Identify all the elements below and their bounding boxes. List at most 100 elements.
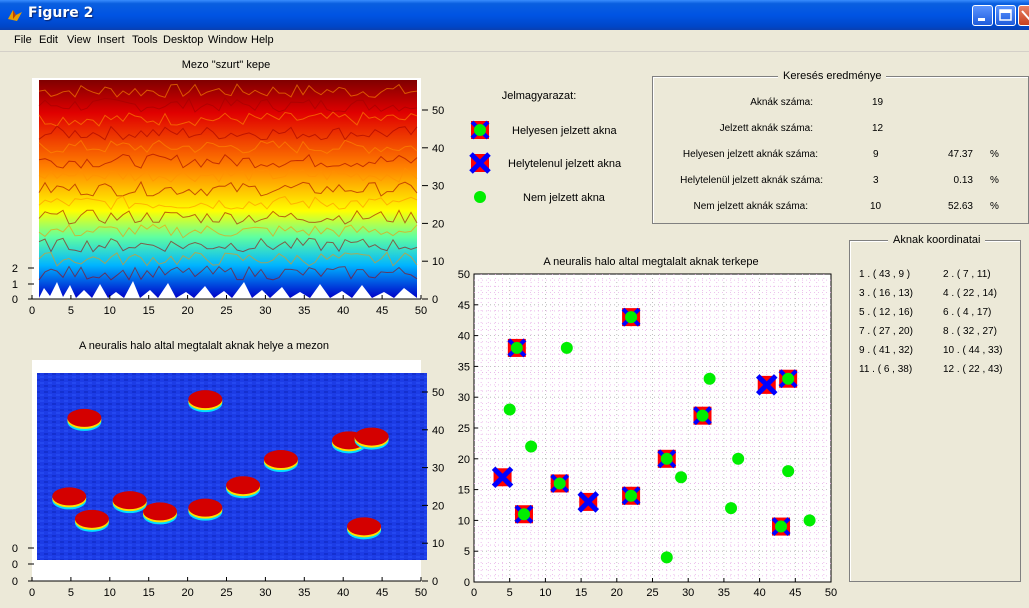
results-row-0-label: Aknák száma: (750, 97, 813, 108)
terrain-ridge-line (38, 209, 418, 225)
scatter-ytick-label: 20 (458, 454, 470, 466)
correct-marker-dot (517, 508, 530, 521)
field-ytick-left-1: 0 (12, 559, 18, 571)
scatter-axes: A neuralis halo altal megtalalt aknak te… (458, 256, 837, 599)
terrain-ridge-line (38, 251, 418, 267)
wrong-marker-x2 (491, 466, 514, 489)
legend-correct-marker (470, 120, 490, 140)
menu-file[interactable]: File (14, 34, 32, 46)
correct-marker-dot (510, 341, 523, 354)
correct-marker-dot (775, 520, 788, 533)
close-button[interactable] (1018, 5, 1029, 26)
results-row-1-label: Jelzett aknák száma: (719, 123, 813, 134)
scatter-ytick-label: 45 (458, 300, 470, 312)
terrain-left-ticks: 0 1 2 (12, 263, 34, 306)
results-panel: Keresés eredménye Aknák száma: 19 Jelzet… (652, 70, 1029, 224)
coord-item: 5 . ( 12 , 16) (859, 307, 913, 318)
unmarked-marker-dot (660, 551, 673, 564)
terrain-title: Mezo "szurt" kepe (182, 59, 271, 71)
terrain-ridge-line (38, 265, 418, 281)
scatter-xtick-label: 15 (575, 587, 587, 599)
terrain-ytick-label: 50 (432, 105, 444, 117)
menu-tools[interactable]: Tools (132, 34, 158, 46)
field-blob-top (263, 450, 298, 469)
scatter-xtick-label: 10 (539, 587, 551, 599)
scatter-xtick-label: 45 (789, 587, 801, 599)
coord-item: 6 . ( 4 , 17) (943, 307, 992, 318)
field-xtick-label: 30 (259, 587, 271, 599)
terrain-ridge-line (38, 223, 418, 239)
title-bar: Figure 2 (0, 0, 1029, 30)
scatter-xtick-label: 5 (507, 587, 513, 599)
minimize-icon (978, 18, 985, 21)
terrain-xtick-label: 45 (376, 305, 388, 317)
scatter-plot-bg (473, 273, 832, 583)
scatter-xtick-label: 50 (825, 587, 837, 599)
field-blobs (52, 390, 389, 540)
field-blob-top (354, 427, 389, 446)
scatter-ytick-label: 25 (458, 423, 470, 435)
window-title: Figure 2 (28, 5, 94, 21)
menu-window[interactable]: Window (208, 34, 248, 46)
unmarked-marker-dot (675, 471, 688, 484)
scatter-ytick-label: 15 (458, 485, 470, 497)
terrain-ridge-line (38, 237, 418, 253)
coord-item: 2 . ( 7 , 11) (943, 269, 991, 280)
maximize-button[interactable] (995, 5, 1016, 26)
terrain-ytick-left-1: 1 (12, 279, 18, 291)
field-blob-top (226, 476, 261, 495)
scatter-xtick-label: 25 (646, 587, 658, 599)
menu-view[interactable]: View (67, 34, 91, 46)
coords-panel: Aknak koordinatai 1 . ( 43 , 9 ) 2 . ( 7 … (849, 234, 1021, 582)
terrain-xtick-label: 15 (143, 305, 155, 317)
results-title: Keresés eredménye (778, 70, 887, 82)
unmarked-marker-dot (525, 440, 538, 453)
terrain-ytick-label: 40 (432, 143, 444, 155)
minimize-button[interactable] (972, 5, 993, 26)
menu-insert[interactable]: Insert (97, 34, 125, 46)
correct-marker-dot (782, 372, 795, 385)
terrain-xtick-label: 20 (181, 305, 193, 317)
close-icon (1021, 10, 1029, 21)
scatter-ytick-label: 0 (464, 577, 470, 589)
terrain-x-ticks: 0 5 10 15 20 25 30 35 40 45 50 (29, 295, 427, 317)
terrain-ridge-line (38, 167, 418, 183)
scatter-ytick-label: 50 (458, 269, 470, 281)
scatter-ytick-label: 30 (458, 392, 470, 404)
terrain-ytick-label: 0 (432, 294, 438, 306)
results-row-2-value: 9 (873, 149, 879, 160)
coord-item: 9 . ( 41 , 32) (859, 345, 913, 356)
terrain-ytick-label: 10 (432, 256, 444, 268)
terrain-ridge-line (38, 139, 418, 155)
results-row-4-value: 10 (870, 201, 882, 212)
field-blob-top (188, 390, 223, 409)
menu-help[interactable]: Help (251, 34, 274, 46)
legend-unmarked-label: Nem jelzett akna (523, 192, 606, 204)
results-row-2-pct: 47.37 (947, 149, 973, 160)
field-axes: A neuralis halo altal megtalalt aknak he… (12, 340, 444, 599)
terrain-xtick-label: 30 (259, 305, 271, 317)
field-ytick-label: 0 (432, 576, 438, 588)
coord-item: 1 . ( 43 , 9 ) (859, 269, 911, 280)
results-row-4-unit: % (990, 201, 999, 212)
legend-correct-label: Helyesen jelzett akna (512, 125, 617, 137)
terrain-xtick-label: 35 (298, 305, 310, 317)
field-xtick-label: 25 (220, 587, 232, 599)
field-ytick-label: 40 (432, 425, 444, 437)
terrain-xtick-label: 40 (337, 305, 349, 317)
field-xtick-label: 45 (376, 587, 388, 599)
field-blob-top (188, 498, 223, 517)
terrain-bottom-edge (39, 281, 417, 298)
menu-edit[interactable]: Edit (39, 34, 58, 46)
terrain-xtick-label: 5 (68, 305, 74, 317)
results-row-2-label: Helyesen jelzett aknák száma: (682, 149, 818, 160)
field-ytick-label: 30 (432, 463, 444, 475)
terrain-ridge-line (38, 111, 418, 127)
coord-item: 8 . ( 32 , 27) (943, 326, 997, 337)
terrain-ridge-line (38, 180, 418, 197)
menu-desktop[interactable]: Desktop (163, 34, 204, 46)
field-ytick-left-0: 0 (12, 576, 18, 588)
terrain-ridge-line (38, 97, 418, 113)
legend-wrong-label: Helytelenul jelzett akna (508, 158, 622, 170)
terrain-ridge-line (38, 153, 418, 169)
